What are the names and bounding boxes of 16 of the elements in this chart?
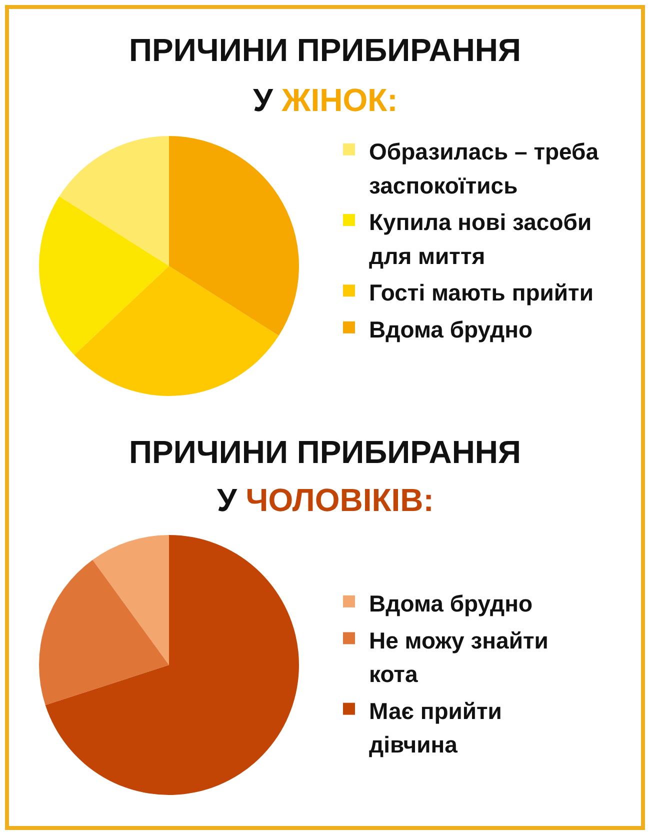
pie-slice	[39, 560, 169, 706]
legend-label: Вдома брудно	[369, 590, 533, 617]
legend-label: Має прийти дівчина	[369, 698, 502, 758]
legend-label: Образилась – треба заспокоїтись	[369, 138, 599, 198]
legend-label: Вдома брудно	[369, 316, 533, 343]
legend-label: Гості мають прийти	[369, 280, 594, 306]
pie-slice	[45, 535, 299, 795]
legend-label: Купила нові засоби для миття	[369, 209, 592, 269]
legend-label: Не можу знайти кота	[369, 627, 548, 688]
pie-slice	[92, 535, 169, 665]
chart-title: ПРИЧИНИ ПРИБИРАННЯ У ЖІНОК:	[129, 32, 522, 118]
chart-title: ПРИЧИНИ ПРИБИРАННЯ У ЧОЛОВІКІВ:	[129, 434, 522, 518]
pie-slice	[39, 196, 169, 355]
pie-slice	[74, 266, 279, 396]
pie-slice	[169, 136, 299, 336]
pie-slice	[59, 136, 169, 266]
